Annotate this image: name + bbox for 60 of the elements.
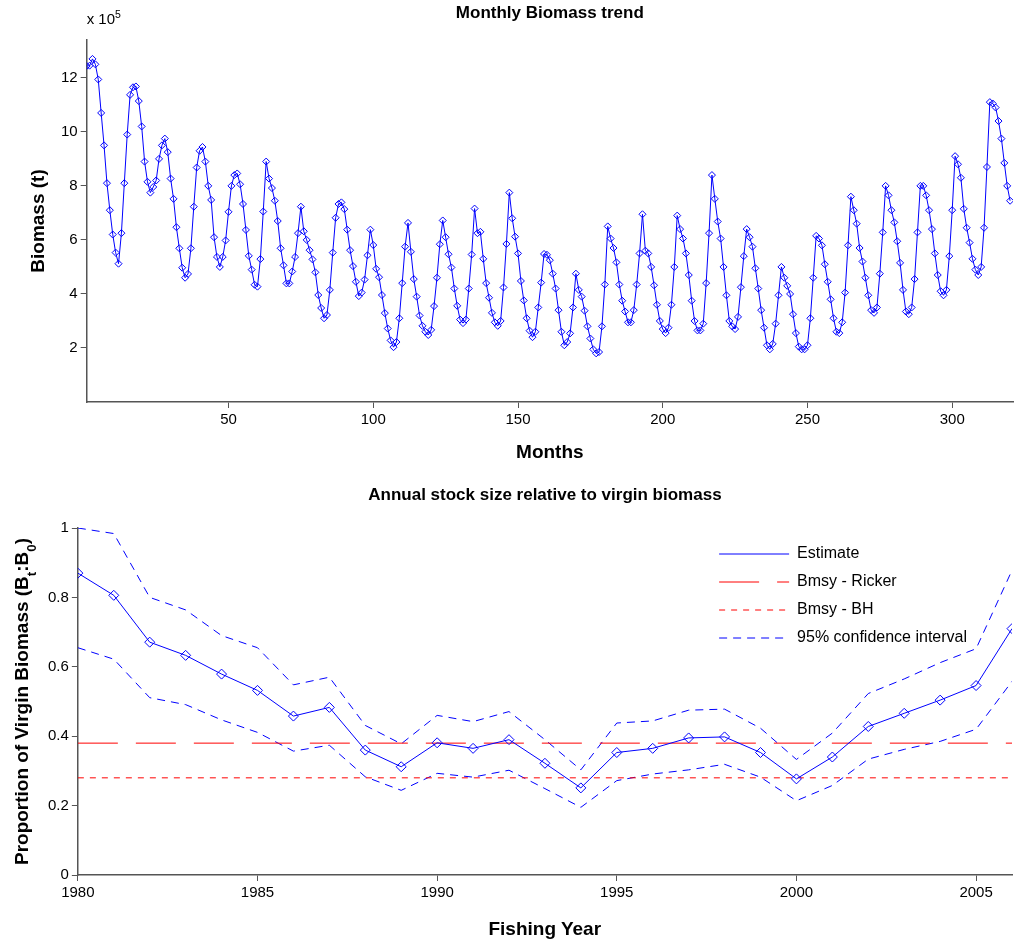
legend-label: Bmsy - BH (797, 600, 874, 618)
point (144, 636, 156, 648)
point (898, 707, 910, 719)
point (611, 747, 623, 759)
point (862, 720, 874, 732)
y-tick-label: 12 (61, 67, 78, 85)
y-tick-label: 6 (69, 230, 78, 248)
legend-label: Estimate (797, 544, 860, 562)
y-tick-label: 0.2 (47, 795, 69, 813)
line-series (77, 528, 1012, 771)
x-tick-label: 300 (939, 410, 965, 428)
y-tick-label: 0 (60, 865, 69, 883)
legend-label: Bmsy - Ricker (797, 572, 898, 590)
point (108, 589, 120, 601)
point (359, 744, 371, 756)
chart-title: Monthly Biomass trend (455, 3, 644, 22)
x-tick-label: 2000 (779, 883, 814, 901)
point (934, 694, 946, 706)
y-tick-label: 0.4 (47, 726, 69, 744)
y-tick-label: 0.6 (47, 656, 69, 674)
x-tick-label: 100 (360, 410, 386, 428)
y-tick-label: 4 (69, 284, 78, 302)
point (790, 773, 802, 785)
point (431, 737, 443, 749)
point (503, 734, 515, 746)
point (970, 680, 982, 692)
line-series (77, 647, 1012, 808)
point (467, 742, 479, 754)
point (252, 684, 263, 696)
point (719, 731, 731, 743)
point (323, 701, 335, 713)
x-tick-label: 2005 (959, 883, 993, 901)
y-tick-label: 1 (60, 518, 69, 536)
x-tick-label: 250 (794, 410, 820, 428)
point (575, 782, 587, 794)
point (180, 649, 192, 661)
point (647, 742, 659, 754)
point (683, 732, 695, 744)
y-tick-label: 10 (61, 121, 78, 139)
point (395, 761, 407, 773)
x-tick-label: 1990 (420, 883, 454, 901)
x-tick-label: 1995 (600, 883, 634, 901)
y-tick-label: 0.8 (47, 587, 69, 605)
point (287, 710, 299, 722)
legend-label: 95% confidence interval (797, 628, 968, 646)
y-axis-title: Proportion of Virgin Biomass (Bt:B0) (11, 537, 39, 866)
y-tick-label: 2 (69, 338, 78, 356)
x-axis-title: Months (516, 441, 584, 462)
x-axis-title: Fishing Year (488, 918, 602, 939)
x-tick-label: 50 (220, 410, 237, 428)
chart-title: Annual stock size relative to virgin biomass (368, 485, 722, 504)
x-tick-label: 1985 (240, 883, 275, 901)
x-tick-label: 200 (650, 410, 676, 428)
x-tick-label: 1980 (61, 883, 95, 901)
y-tick-label: 8 (69, 176, 78, 194)
x-tick-label: 150 (505, 410, 531, 428)
y-axis-title: Biomass (t) (27, 169, 48, 273)
point (216, 668, 228, 680)
point (539, 757, 551, 769)
point (826, 751, 838, 763)
